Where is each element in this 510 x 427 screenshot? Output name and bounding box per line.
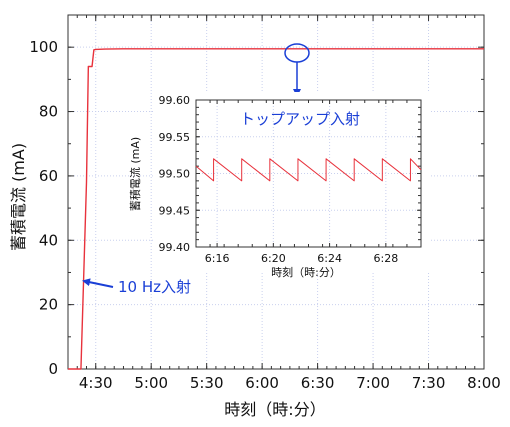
x-tick-label: 8:00 [467, 374, 501, 392]
main-x-axis-label: 時刻（時:分） [224, 400, 325, 419]
inset-ticks [195, 99, 422, 248]
y-tick-label: 99.60 [159, 94, 191, 107]
y-tick-label: 99.45 [159, 204, 191, 217]
inset-grid [196, 99, 421, 248]
injection-annotation: 10 Hz入射 [118, 278, 191, 296]
plot-frame [67, 14, 485, 370]
series-line [195, 158, 422, 182]
main-x-tick-labels: 4:30 5:00 5:30 6:00 6:30 7:00 7:30 8:00 [79, 374, 501, 392]
x-tick-label: 6:00 [245, 374, 279, 392]
x-tick-label: 7:30 [412, 374, 446, 392]
x-tick-label: 7:00 [356, 374, 390, 392]
x-tick-label: 6:28 [373, 252, 398, 265]
y-tick-label: 99.40 [159, 241, 191, 254]
y-tick-label: 0 [48, 360, 58, 378]
inset-y-axis-label: 蓄積電流 (mA) [128, 137, 142, 211]
y-tick-label: 60 [39, 167, 58, 185]
inset-chart: 6:16 6:20 6:24 6:28 99.4099.4599.5099.5599.… [128, 92, 431, 279]
main-y-tick-labels: 0 20 40 60 80 100 [29, 38, 58, 378]
series-line [68, 48, 484, 370]
x-tick-label: 5:30 [190, 374, 224, 392]
main-series [68, 48, 484, 370]
inset-x-axis-label: 時刻（時:分） [271, 265, 341, 279]
x-tick-label: 6:20 [261, 252, 286, 265]
x-tick-label: 6:30 [301, 374, 335, 392]
x-tick-label: 4:30 [79, 374, 113, 392]
x-tick-label: 6:16 [205, 252, 230, 265]
x-tick-label: 6:24 [317, 252, 342, 265]
y-tick-label: 100 [29, 38, 58, 56]
y-tick-label: 99.55 [159, 131, 191, 144]
y-tick-label: 20 [39, 296, 58, 314]
inset-background [155, 92, 431, 272]
main-y-axis-label: 蓄積電流 (mA) [9, 143, 28, 251]
inset-y-tick-labels: 99.40 99.45 99.50 99.55 99.60 [159, 94, 191, 254]
inset-series [195, 158, 422, 182]
inset-title: トップアップ入射 [240, 110, 360, 128]
y-tick-label: 99.50 [159, 168, 191, 181]
inset-x-tick-labels: 6:16 6:20 6:24 6:28 [205, 252, 398, 265]
main-plot-frame [67, 14, 485, 370]
main-ticks [67, 14, 485, 370]
x-tick-label: 5:00 [134, 374, 168, 392]
y-tick-label: 80 [39, 103, 58, 121]
injection-arrow [82, 278, 114, 288]
y-tick-label: 40 [39, 231, 58, 249]
